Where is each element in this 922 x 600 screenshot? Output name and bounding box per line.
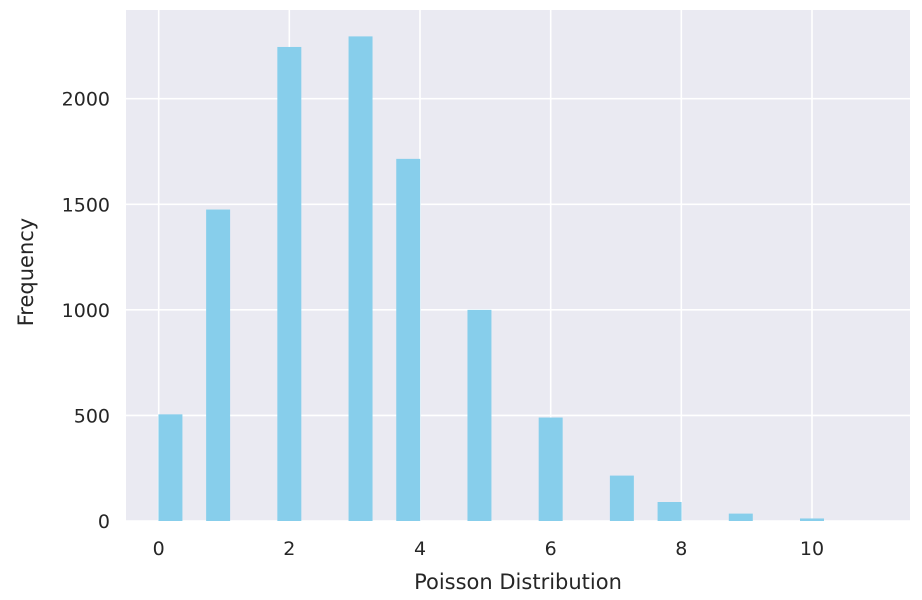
y-tick-label: 1000 <box>62 300 110 322</box>
bar-0 <box>158 414 183 521</box>
bar-8 <box>657 501 682 521</box>
y-axis-label: Frequency <box>14 218 38 327</box>
x-tick-label: 0 <box>153 538 165 560</box>
bar-5 <box>467 309 492 521</box>
bar-2 <box>277 46 302 521</box>
y-tick-label: 2000 <box>62 89 110 111</box>
bar-4 <box>396 158 421 521</box>
bars <box>158 36 824 522</box>
bar-9 <box>728 513 753 521</box>
y-tick-label: 0 <box>98 511 110 533</box>
x-tick-label: 10 <box>800 538 824 560</box>
plot-area <box>126 10 910 521</box>
x-tick-label: 2 <box>283 538 295 560</box>
bar-3 <box>348 36 373 522</box>
bar-7 <box>609 475 634 521</box>
x-tick-label: 4 <box>414 538 426 560</box>
bar-6 <box>538 417 563 521</box>
y-tick-label: 1500 <box>62 194 110 216</box>
x-tick-label: 8 <box>675 538 687 560</box>
y-tick-label: 500 <box>74 405 110 427</box>
bar-1 <box>206 209 231 521</box>
x-axis-ticks: 0 2 4 6 8 10 <box>153 538 824 560</box>
y-axis-ticks: 0 500 1000 1500 2000 <box>62 89 110 533</box>
bar-10 <box>800 518 824 521</box>
x-axis-label: Poisson Distribution <box>414 570 622 594</box>
x-tick-label: 6 <box>545 538 557 560</box>
